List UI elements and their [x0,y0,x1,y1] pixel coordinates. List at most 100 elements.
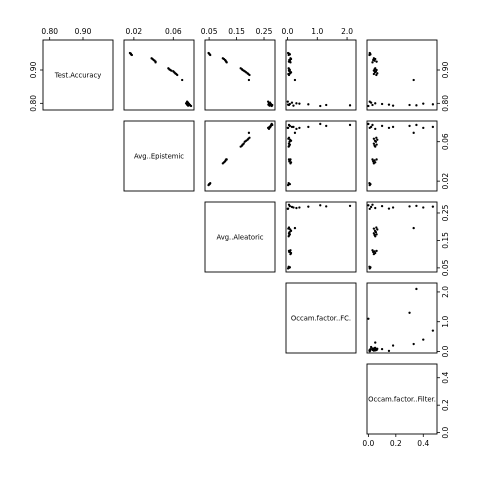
x-tick-label: 0.06 [165,27,182,36]
data-point [373,159,376,162]
data-point [422,102,425,105]
data-point [387,103,391,106]
data-point [295,127,298,131]
data-point [268,102,271,105]
data-point [286,126,290,130]
data-point [287,53,290,57]
data-point [248,136,251,139]
data-point [287,73,291,77]
data-point [368,265,371,268]
data-point [391,125,395,129]
y-tick-label: 2.0 [441,286,450,298]
data-point [375,136,378,139]
data-point [371,158,374,161]
data-point [415,104,418,107]
data-point [376,228,379,231]
panel-0-1 [123,39,195,111]
panel-frame [204,39,276,111]
y-tick-label: 0.15 [441,232,450,249]
data-point [369,101,373,104]
panel-0-0: Test.Accuracy [42,39,114,111]
data-point [295,206,298,210]
y-tick-label: 1.0 [441,316,450,328]
y-tick-label: 0.80 [441,95,450,112]
data-point [176,73,179,77]
data-point [293,226,297,230]
data-point [298,126,301,130]
data-point [375,249,378,253]
data-point [371,61,374,64]
data-point [368,53,371,57]
panel-2-3 [285,201,357,273]
x-tick-label: 1.0 [311,27,323,36]
panel-frame [123,39,195,111]
data-point [374,161,377,164]
data-point [375,233,378,236]
x-tick-label: 0.05 [201,27,218,36]
panel-frame [366,282,438,354]
data-point [268,126,271,130]
data-point [289,158,292,161]
data-point [292,125,295,129]
y-tick-label: 0.2 [441,399,450,411]
data-point [209,181,212,185]
data-point [286,207,290,210]
panel-4-4: Occam.factor..Filter. [366,363,438,435]
x-tick-label: 0.15 [228,27,245,36]
panel-frame [366,201,438,273]
data-point [247,131,251,134]
data-point [185,102,189,105]
data-point [373,250,376,253]
data-point [289,72,292,75]
data-point [431,125,435,129]
data-point [292,104,295,107]
variable-label: Avg..Epistemic [134,153,184,161]
panel-0-2 [204,39,276,111]
x-tick-label: 2.0 [341,27,353,36]
data-point [372,232,376,235]
data-point [319,104,322,108]
panel-2-4 [366,201,438,273]
variable-label: Test.Accuracy [54,72,102,80]
data-point [287,142,291,145]
data-point [431,205,435,208]
data-point [130,53,134,57]
data-point [431,329,435,332]
data-point [412,342,415,346]
data-point [373,71,377,74]
panel-3-3: Occam.factor..FC. [285,282,357,354]
data-point [380,102,384,106]
data-point [209,53,212,57]
data-point [325,205,328,208]
panel-frame [285,120,357,192]
data-point [391,104,395,107]
data-point [287,103,291,107]
y-tick-label: 0.05 [441,259,450,276]
data-point [369,345,373,349]
data-point [412,226,415,230]
panel-1-3 [285,120,357,192]
panel-frame [366,363,438,435]
data-point [380,204,384,208]
data-point [374,206,377,210]
data-point [188,104,192,107]
panel-frame [366,39,438,111]
data-point [295,102,298,105]
panel-1-1: Avg..Epistemic [123,120,195,192]
x-tick-label: 0.0 [362,439,374,448]
data-point [319,122,322,126]
data-point [415,287,418,291]
data-point [375,226,378,229]
data-point [376,138,379,141]
data-point [287,136,291,139]
y-tick-label: 0.0 [441,345,450,357]
panel-frame [204,120,276,192]
data-point [307,103,310,106]
data-point [372,69,376,72]
data-point [371,348,374,352]
x-tick-label: 0.25 [256,27,273,36]
data-point [387,126,391,130]
data-point [348,123,352,127]
data-point [408,124,411,128]
